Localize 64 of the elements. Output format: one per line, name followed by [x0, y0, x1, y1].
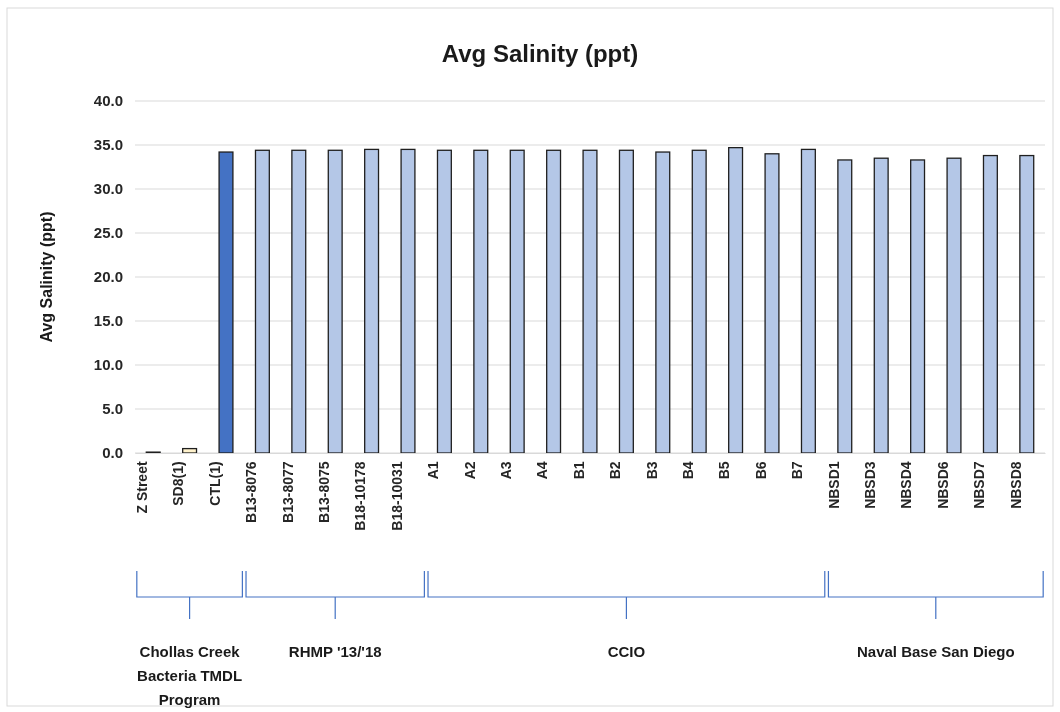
x-tick-label: B1 — [570, 461, 587, 480]
x-tick-label: Z Street — [133, 461, 150, 514]
text: RHMP '13/'18 — [288, 643, 382, 660]
bar — [946, 157, 962, 454]
x-tick-label: NBSD8 — [1007, 461, 1024, 509]
bar — [910, 159, 926, 454]
x-tick-label: B5 — [716, 461, 733, 480]
bar — [728, 146, 744, 454]
y-tick-label: 10.0 — [93, 356, 123, 374]
x-tick-label: NBSD3 — [861, 461, 878, 509]
bar — [364, 148, 380, 454]
x-tick-label: B13-8077 — [279, 461, 296, 523]
x-tick-label: A4 — [534, 461, 551, 480]
bar — [436, 149, 452, 454]
y-tick-label: 25.0 — [93, 224, 123, 242]
text: CCIO — [607, 643, 646, 660]
x-tick-label: B7 — [789, 461, 806, 480]
y-tick-label: 5.0 — [102, 400, 123, 418]
x-tick-label: NBSD7 — [971, 461, 988, 509]
text: Chollas Creek Bacteria TMDL Program — [137, 643, 243, 708]
y-tick-label: 15.0 — [93, 312, 123, 330]
x-tick-label: NBSD1 — [825, 461, 842, 509]
bar — [982, 154, 998, 454]
x-tick-label: A2 — [461, 461, 478, 480]
y-tick-label: 30.0 — [93, 180, 123, 198]
bar — [400, 148, 416, 454]
bar — [837, 159, 853, 454]
bar — [254, 149, 270, 454]
y-tick-label: 40.0 — [93, 92, 123, 110]
x-tick-label: B2 — [607, 461, 624, 480]
bar — [218, 151, 234, 454]
x-tick-label: B18-10031 — [388, 461, 405, 531]
x-tick-label: B3 — [643, 461, 660, 480]
y-tick-label: 20.0 — [93, 268, 123, 286]
bar — [473, 149, 489, 454]
x-tick-label: B4 — [679, 461, 696, 480]
chart-title: Avg Salinity (ppt) — [441, 40, 639, 67]
bar — [873, 157, 889, 454]
y-axis-title: Avg Salinity (ppt) — [38, 211, 55, 343]
x-tick-label: A3 — [497, 461, 514, 480]
x-tick-label: SD8(1) — [170, 461, 187, 506]
bar — [655, 151, 671, 454]
bar — [618, 149, 634, 454]
bar — [291, 149, 307, 454]
x-tick-label: CTL(1) — [206, 461, 223, 506]
text: Naval Base San Diego — [857, 643, 1015, 660]
bar — [764, 153, 780, 454]
bar — [800, 148, 816, 454]
x-tick-label: NBSD4 — [898, 461, 915, 509]
y-tick-label: 35.0 — [93, 136, 123, 154]
x-tick-label: A1 — [425, 461, 442, 480]
bar — [691, 149, 707, 454]
x-tick-label: B6 — [752, 461, 769, 480]
x-tick-label: NBSD6 — [934, 461, 951, 509]
x-tick-label: B13-8076 — [243, 461, 260, 523]
x-tick-label: B18-10178 — [352, 461, 369, 531]
bar — [582, 149, 598, 454]
bar — [327, 149, 343, 454]
y-tick-label: 0.0 — [102, 444, 123, 462]
bar — [182, 447, 198, 454]
x-tick-label: B13-8075 — [315, 461, 332, 523]
bar — [509, 149, 525, 454]
bar — [546, 149, 562, 454]
bar — [1019, 154, 1035, 454]
